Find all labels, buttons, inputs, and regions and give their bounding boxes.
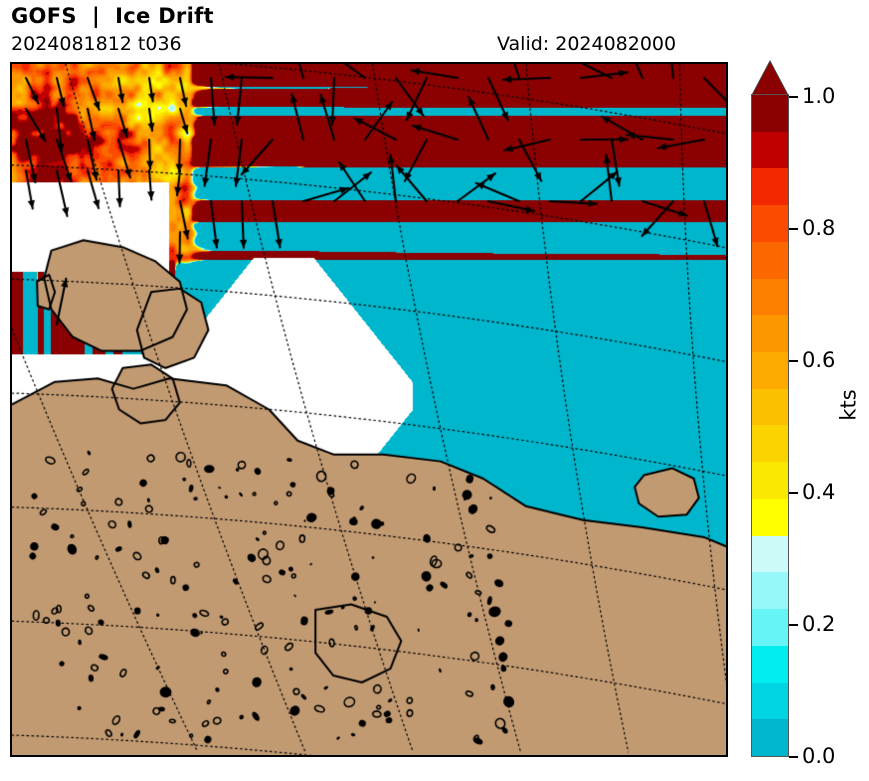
colorbar-band (752, 205, 788, 242)
colorbar-band (752, 535, 788, 573)
colorbar-ticks: 1.0 0.8 0.6 0.4 0.2 0.0 (789, 60, 869, 780)
valid-timestamp: Valid: 2024082000 (497, 33, 677, 55)
colorbar-axis-label: kts (836, 389, 861, 421)
colorbar-band (752, 278, 788, 316)
colorbar-tick-label: 0.8 (802, 216, 836, 240)
colorbar-band (752, 462, 788, 499)
colorbar-band (752, 315, 788, 353)
colorbar-tick-label: 0.6 (802, 348, 836, 372)
model-run-timestamp: 2024081812 t036 (11, 33, 182, 55)
colorbar-band (752, 168, 788, 206)
colorbar-tick-mark (789, 360, 798, 362)
colorbar-band (752, 241, 788, 279)
colorbar-band (752, 388, 788, 426)
colorbar-tick-label: 1.0 (802, 84, 836, 108)
colorbar-extend-arrow-icon (751, 60, 789, 96)
colorbar-tick-label: 0.4 (802, 480, 836, 504)
colorbar-band (752, 645, 788, 683)
colorbar-band (752, 425, 788, 463)
colorbar-band (752, 719, 788, 756)
colorbar (751, 60, 789, 757)
map-panel[interactable] (10, 62, 728, 757)
colorbar-tick-mark (789, 228, 798, 230)
colorbar-band (752, 352, 788, 389)
colorbar-band (752, 682, 788, 720)
colorbar-band (752, 609, 788, 646)
colorbar-band (752, 131, 788, 169)
ice-drift-map[interactable] (12, 64, 726, 755)
colorbar-band (752, 95, 788, 132)
colorbar-tick-label: 0.0 (802, 744, 836, 768)
colorbar-gradient (751, 94, 789, 757)
colorbar-tick-mark (789, 492, 798, 494)
colorbar-band (752, 498, 788, 536)
colorbar-band (752, 572, 788, 610)
colorbar-tick-mark (789, 756, 798, 758)
colorbar-tick-mark (789, 96, 798, 98)
colorbar-tick-label: 0.2 (802, 612, 836, 636)
colorbar-tick-mark (789, 624, 798, 626)
page-title: GOFS | Ice Drift (11, 4, 214, 28)
